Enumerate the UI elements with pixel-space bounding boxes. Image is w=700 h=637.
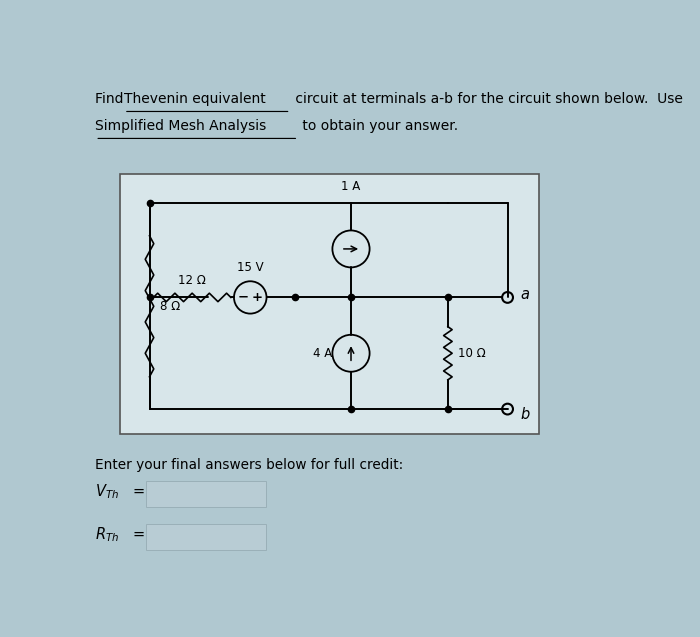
- Text: to obtain your answer.: to obtain your answer.: [298, 118, 458, 132]
- Text: Simplified Mesh Analysis: Simplified Mesh Analysis: [95, 118, 267, 132]
- Text: a: a: [521, 287, 530, 302]
- Text: $V_{Th}$: $V_{Th}$: [95, 482, 119, 501]
- FancyBboxPatch shape: [120, 175, 538, 434]
- Text: Thevenin equivalent: Thevenin equivalent: [124, 92, 266, 106]
- Text: $R_{Th}$: $R_{Th}$: [95, 526, 120, 544]
- Text: 15 V: 15 V: [237, 261, 264, 275]
- Text: b: b: [521, 407, 530, 422]
- Text: 1 A: 1 A: [342, 180, 360, 194]
- Text: 12 Ω: 12 Ω: [178, 274, 206, 287]
- Text: 10 Ω: 10 Ω: [458, 347, 486, 360]
- Text: −: −: [237, 291, 248, 304]
- Text: 8 Ω: 8 Ω: [160, 300, 180, 313]
- FancyBboxPatch shape: [146, 481, 266, 507]
- FancyBboxPatch shape: [146, 524, 266, 550]
- Text: Find: Find: [95, 92, 128, 106]
- Text: =: =: [132, 527, 145, 542]
- Text: +: +: [252, 291, 263, 304]
- Text: circuit at terminals a-b for the circuit shown below.  Use: circuit at terminals a-b for the circuit…: [290, 92, 682, 106]
- Text: Enter your final answers below for full credit:: Enter your final answers below for full …: [95, 457, 403, 471]
- Text: 4 A: 4 A: [314, 347, 332, 360]
- Text: =: =: [132, 484, 145, 499]
